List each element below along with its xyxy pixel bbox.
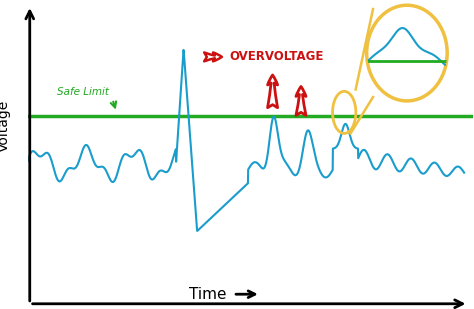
Text: Voltage: Voltage [0, 100, 11, 152]
Text: Time: Time [189, 287, 226, 302]
Ellipse shape [367, 5, 447, 101]
Text: Safe Limit: Safe Limit [57, 87, 109, 97]
Text: OVERVOLTAGE: OVERVOLTAGE [229, 50, 323, 63]
